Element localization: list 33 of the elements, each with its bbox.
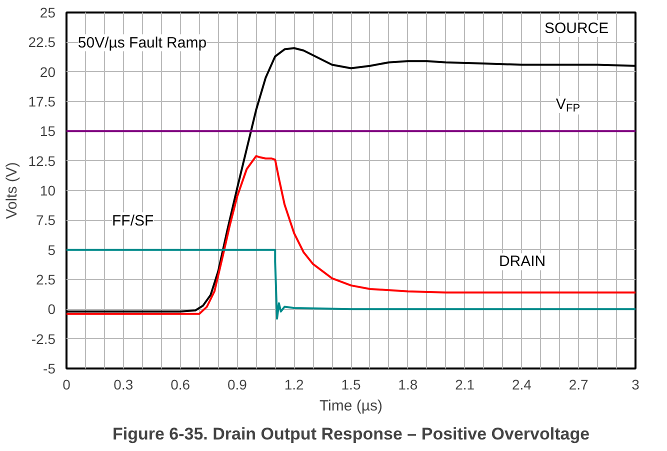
x-tick-label: 1.8 <box>398 376 418 392</box>
x-tick-label: 0.3 <box>114 376 134 392</box>
y-tick-label: -2.5 <box>31 330 56 347</box>
y-tick-label: 15 <box>40 123 56 140</box>
x-tick-label: 0 <box>62 376 71 392</box>
y-tick-label: 17.5 <box>28 94 56 110</box>
y-tick-label: 5 <box>48 242 56 258</box>
x-tick-label: 2.4 <box>512 376 532 392</box>
line-series <box>66 155 636 315</box>
y-tick-label: 0 <box>48 301 56 318</box>
y-tick-label: 7.5 <box>36 212 56 228</box>
x-tick-label: 2.7 <box>568 376 589 392</box>
x-tick-label: 2.1 <box>455 376 475 392</box>
x-tick-label: 0.6 <box>170 376 190 392</box>
line-series <box>66 248 636 320</box>
y-tick-label: -5 <box>43 360 56 376</box>
x-axis-title: Time (µs) <box>319 398 383 414</box>
annotation: 50V/µs Fault Ramp <box>78 34 207 52</box>
y-tick-label: 22.5 <box>28 34 56 50</box>
series-label: FF/SF <box>112 212 154 230</box>
y-axis-title: Volts (V) <box>3 162 20 219</box>
y-tick-label: 10 <box>40 182 56 198</box>
y-tick-label: 12.5 <box>28 152 56 169</box>
x-tick-label: 0.9 <box>227 376 248 392</box>
x-tick-label: 3 <box>632 376 640 392</box>
series-label: DRAIN <box>498 253 546 270</box>
y-tick-label: 25 <box>40 4 56 20</box>
series-label: SOURCE <box>544 20 609 38</box>
y-tick-label: 2.5 <box>36 272 56 288</box>
text: Figure 6-35. Drain Output Response – Positive Overvoltage <box>112 424 590 444</box>
x-tick-label: 1.2 <box>284 376 304 392</box>
x-tick-label: 1.5 <box>341 376 361 392</box>
y-tick-label: 20 <box>40 64 56 80</box>
